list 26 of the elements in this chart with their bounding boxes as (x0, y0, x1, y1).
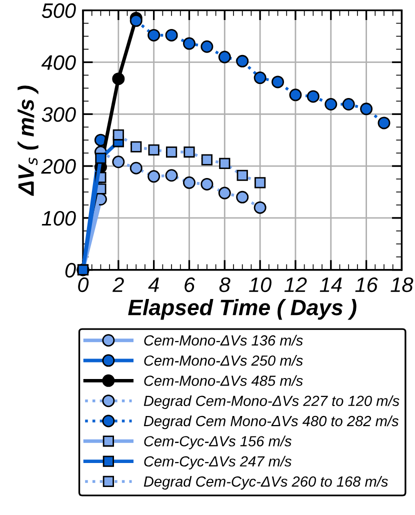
y-tick-label: 300 (42, 107, 76, 122)
y-axis-title: ΔV$_{s}$ ( m/s ) (18, 86, 38, 196)
legend-label: Cem-Cyc-ΔVs 156 m/s (144, 436, 292, 450)
legend-label: Degrad Cem-Mono-ΔVs 227 to 120 m/s (144, 395, 400, 409)
y-tick-label: 100 (42, 210, 76, 226)
legend-label: Degrad Cem-Cyc-ΔVs 260 to 168 m/s (144, 476, 388, 490)
x-tick-label: 16 (355, 277, 378, 292)
y-tick-label: 400 (41, 55, 76, 70)
x-tick-label: 8 (219, 277, 230, 292)
y-tick-label: 200 (41, 159, 76, 174)
x-tick-label: 2 (112, 277, 124, 292)
x-tick-label: 6 (184, 277, 196, 292)
legend-label: Cem-Mono-ΔVs 485 m/s (144, 375, 303, 386)
y-tick-label: 0 (65, 262, 76, 278)
x-axis-title: Elapsed Time ( Days ) (128, 299, 356, 320)
legend-label: Cem-Cyc-ΔVs 247 m/s (144, 456, 292, 470)
x-tick-label: 0 (78, 277, 89, 292)
x-tick-label: 10 (249, 277, 272, 292)
x-tick-label: 4 (148, 278, 159, 292)
legend-label: Cem-Mono-ΔVs 136 m/s (144, 334, 303, 346)
legend-label: Degrad Cem Mono-ΔVs 480 to 282 m/s (144, 416, 399, 430)
x-tick-label: 18 (390, 277, 414, 292)
x-tick-label: 12 (284, 277, 307, 292)
legend-label: Cem-Mono-ΔVs 250 m/s (144, 355, 303, 366)
y-tick-label: 500 (42, 3, 76, 18)
x-tick-label: 14 (320, 278, 342, 292)
